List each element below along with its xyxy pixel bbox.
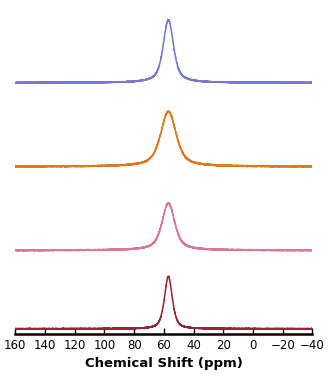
X-axis label: Chemical Shift (ppm): Chemical Shift (ppm) (85, 357, 243, 370)
